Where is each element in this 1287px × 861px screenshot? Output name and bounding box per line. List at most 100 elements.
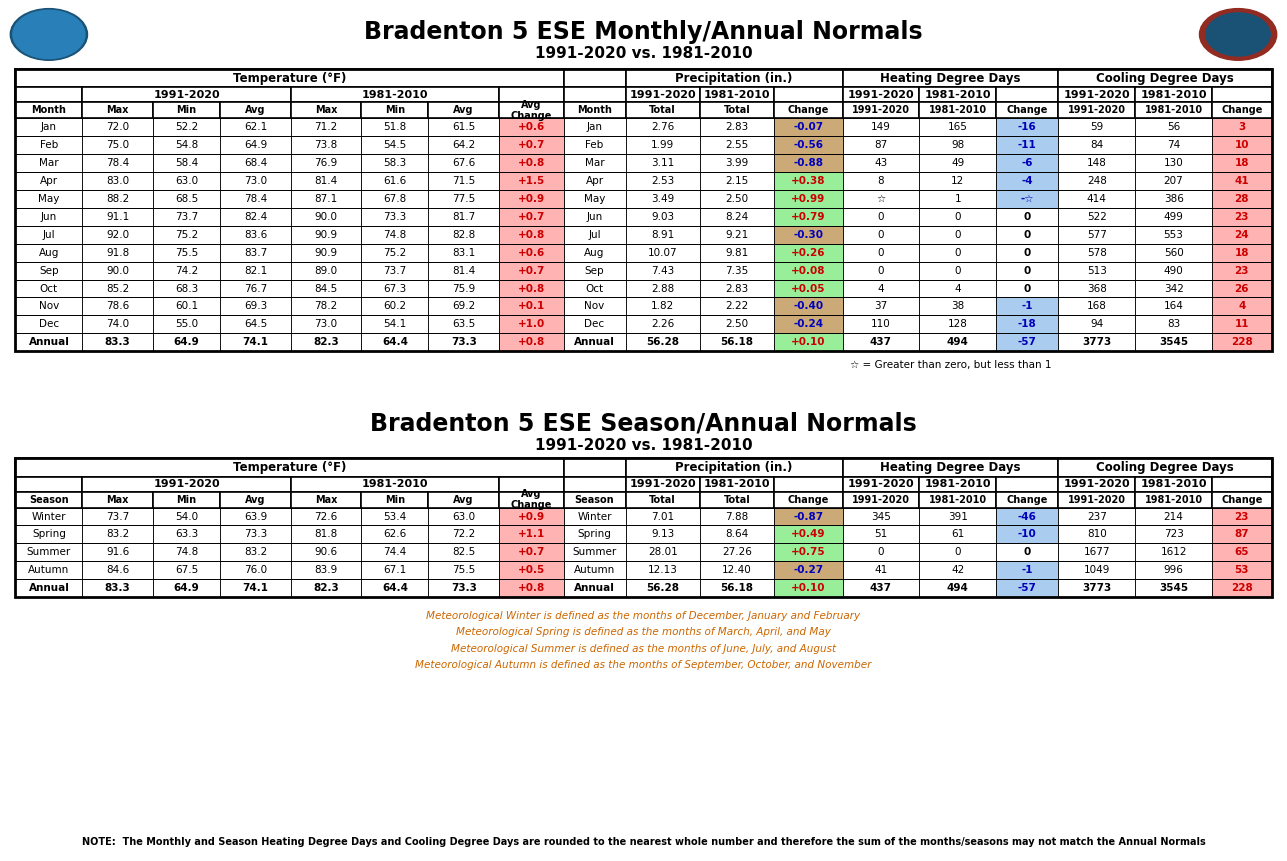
Bar — [1212, 333, 1272, 351]
Bar — [564, 579, 625, 598]
Text: 74.8: 74.8 — [384, 230, 407, 240]
Text: 1049: 1049 — [1084, 565, 1109, 575]
Bar — [220, 508, 291, 525]
Bar — [1058, 136, 1135, 154]
Bar — [1058, 315, 1135, 333]
Bar — [499, 508, 564, 525]
Text: Jun: Jun — [587, 212, 602, 222]
Text: 78.4: 78.4 — [243, 194, 266, 204]
Bar — [1212, 190, 1272, 208]
Text: +0.79: +0.79 — [792, 212, 826, 222]
Bar — [153, 208, 220, 226]
Text: Avg: Avg — [453, 105, 474, 115]
Bar — [15, 69, 564, 87]
Bar — [362, 297, 429, 315]
Text: 62.6: 62.6 — [384, 530, 407, 540]
Text: 23: 23 — [1234, 212, 1250, 222]
Bar — [625, 315, 700, 333]
Bar — [625, 297, 700, 315]
Bar — [775, 508, 843, 525]
Bar — [499, 280, 564, 297]
Text: 63.9: 63.9 — [243, 511, 266, 522]
Bar — [153, 561, 220, 579]
Text: 23: 23 — [1234, 265, 1250, 276]
Bar — [564, 477, 625, 492]
Bar — [429, 561, 499, 579]
Bar — [362, 118, 429, 136]
Bar — [499, 190, 564, 208]
Text: 73.0: 73.0 — [314, 319, 337, 330]
Text: Oct: Oct — [586, 283, 604, 294]
Text: 130: 130 — [1163, 158, 1184, 168]
Text: Max: Max — [107, 105, 129, 115]
Bar — [499, 333, 564, 351]
Bar — [499, 579, 564, 598]
Text: 84.6: 84.6 — [106, 565, 130, 575]
Text: Avg: Avg — [453, 494, 474, 505]
Text: 1991-2020: 1991-2020 — [852, 494, 910, 505]
Bar — [843, 190, 919, 208]
Text: 55.0: 55.0 — [175, 319, 198, 330]
Text: 3773: 3773 — [1082, 583, 1112, 593]
Bar — [82, 262, 153, 280]
Text: 494: 494 — [947, 583, 969, 593]
Text: 67.1: 67.1 — [384, 565, 407, 575]
Text: 2.76: 2.76 — [651, 122, 674, 133]
Text: +0.99: +0.99 — [792, 194, 825, 204]
Bar — [291, 262, 362, 280]
Text: 386: 386 — [1163, 194, 1184, 204]
Text: 69.3: 69.3 — [243, 301, 266, 312]
Bar — [220, 244, 291, 262]
Bar — [775, 477, 843, 492]
Bar — [15, 315, 82, 333]
Text: Bradenton 5 ESE Season/Annual Normals: Bradenton 5 ESE Season/Annual Normals — [371, 412, 916, 436]
Bar — [15, 190, 82, 208]
Text: 214: 214 — [1163, 511, 1184, 522]
Text: 71.5: 71.5 — [452, 176, 475, 186]
Bar — [775, 561, 843, 579]
Text: 1991-2020 vs. 1981-2010: 1991-2020 vs. 1981-2010 — [534, 46, 753, 61]
Bar — [220, 172, 291, 190]
Bar — [362, 208, 429, 226]
Bar — [362, 172, 429, 190]
Bar — [15, 102, 82, 118]
Text: 63.3: 63.3 — [175, 530, 198, 540]
Text: 67.3: 67.3 — [384, 283, 407, 294]
Text: 65: 65 — [1234, 548, 1250, 557]
Bar — [153, 172, 220, 190]
Bar — [564, 102, 625, 118]
Bar — [919, 561, 996, 579]
Text: 1981-2010: 1981-2010 — [704, 479, 771, 489]
Text: 149: 149 — [871, 122, 891, 133]
Bar — [775, 543, 843, 561]
Bar — [429, 172, 499, 190]
Bar — [625, 579, 700, 598]
Bar — [429, 190, 499, 208]
Bar — [1058, 477, 1135, 492]
Text: Oct: Oct — [40, 283, 58, 294]
Text: 74.1: 74.1 — [242, 583, 269, 593]
Bar — [82, 492, 153, 508]
Bar — [625, 508, 700, 525]
Text: 499: 499 — [1163, 212, 1184, 222]
Text: 2.15: 2.15 — [726, 176, 749, 186]
Bar — [919, 190, 996, 208]
Bar — [1135, 208, 1212, 226]
Text: Nov: Nov — [39, 301, 59, 312]
Text: 490: 490 — [1163, 265, 1184, 276]
Bar — [843, 87, 919, 102]
Text: 81.7: 81.7 — [452, 212, 475, 222]
Text: 77.5: 77.5 — [452, 194, 475, 204]
Bar — [499, 208, 564, 226]
Bar — [220, 102, 291, 118]
Text: 58.3: 58.3 — [384, 158, 407, 168]
Text: 56.18: 56.18 — [721, 583, 754, 593]
Text: 82.5: 82.5 — [452, 548, 475, 557]
Text: 996: 996 — [1163, 565, 1184, 575]
Text: Change: Change — [1221, 105, 1263, 115]
Bar — [499, 477, 564, 492]
Bar — [362, 154, 429, 172]
Text: 89.0: 89.0 — [314, 265, 337, 276]
Bar — [996, 226, 1058, 244]
Text: Total: Total — [723, 105, 750, 115]
